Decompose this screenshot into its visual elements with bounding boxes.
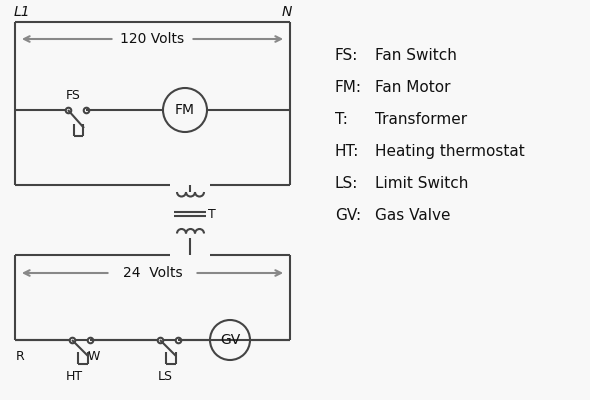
Text: R: R <box>16 350 25 363</box>
Text: GV:: GV: <box>335 208 361 223</box>
Text: 120 Volts: 120 Volts <box>120 32 185 46</box>
Text: FS:: FS: <box>335 48 358 63</box>
Text: T:: T: <box>335 112 348 127</box>
Text: Heating thermostat: Heating thermostat <box>375 144 525 159</box>
Text: T: T <box>208 208 216 222</box>
Text: Fan Motor: Fan Motor <box>375 80 451 95</box>
Text: W: W <box>88 350 100 363</box>
Text: GV: GV <box>220 333 240 347</box>
Text: FS: FS <box>66 89 81 102</box>
Text: Transformer: Transformer <box>375 112 467 127</box>
Text: L1: L1 <box>14 5 31 19</box>
Text: Gas Valve: Gas Valve <box>375 208 451 223</box>
Text: 24  Volts: 24 Volts <box>123 266 182 280</box>
Text: FM:: FM: <box>335 80 362 95</box>
Text: HT: HT <box>66 370 83 383</box>
Text: LS: LS <box>158 370 173 383</box>
Text: HT:: HT: <box>335 144 359 159</box>
Text: FM: FM <box>175 103 195 117</box>
Text: Limit Switch: Limit Switch <box>375 176 468 191</box>
Text: Fan Switch: Fan Switch <box>375 48 457 63</box>
Text: LS:: LS: <box>335 176 358 191</box>
Text: N: N <box>281 5 292 19</box>
